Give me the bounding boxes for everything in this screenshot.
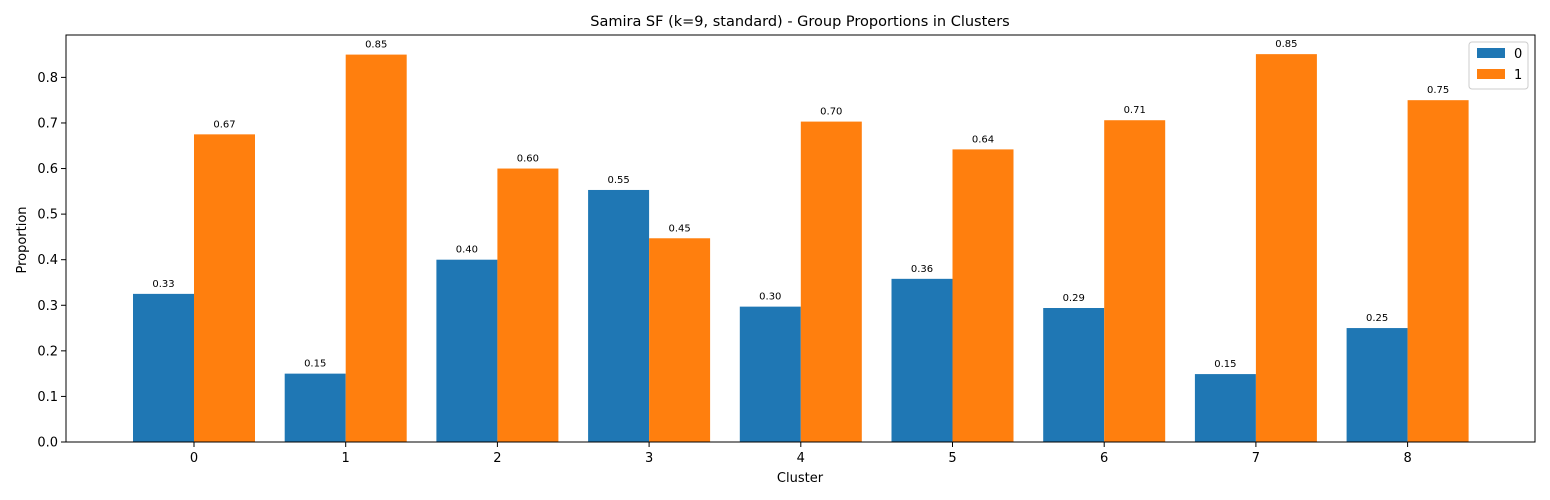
y-tick-label: 0.1 [37, 390, 58, 405]
bar-series-0-cluster-4 [739, 306, 801, 442]
data-label: 0.64 [972, 134, 994, 145]
x-tick-label: 6 [1100, 451, 1108, 466]
bar-series-1-cluster-4 [800, 121, 862, 443]
bar-series-1-cluster-2 [497, 168, 559, 443]
y-tick-label: 0.5 [37, 208, 58, 223]
x-tick-label: 1 [342, 451, 350, 466]
x-tick-label: 2 [493, 451, 501, 466]
x-axis: 0 1 2 3 4 5 6 7 8 [190, 442, 1412, 466]
x-tick-label: 4 [797, 451, 805, 466]
data-label: 0.55 [607, 175, 629, 186]
x-axis-label: Cluster [777, 471, 824, 486]
bar-series-0-cluster-0 [133, 293, 194, 442]
bar-series-1-cluster-7 [1255, 54, 1317, 443]
legend-label-series-1: 1 [1514, 68, 1522, 83]
data-label: 0.25 [1366, 313, 1388, 324]
bar-series-0-cluster-7 [1194, 374, 1256, 442]
x-tick-label: 8 [1403, 451, 1411, 466]
bar-series-0-cluster-3 [588, 189, 650, 442]
legend-swatch-series-0 [1477, 48, 1505, 58]
data-label: 0.60 [517, 154, 539, 165]
data-label: 0.33 [152, 279, 174, 290]
legend-swatch-series-1 [1477, 69, 1505, 79]
bar-series-0-cluster-2 [436, 259, 498, 442]
bar-series-1-cluster-8 [1407, 100, 1469, 443]
legend: 0 1 [1468, 41, 1529, 90]
y-axis: 0.0 0.1 0.2 0.3 0.4 0.5 0.6 0.7 0.8 [37, 71, 66, 451]
legend-label-series-0: 0 [1514, 47, 1522, 62]
bar-series-0-cluster-5 [891, 278, 953, 442]
bar-series-1-cluster-0 [194, 134, 255, 442]
data-label: 0.29 [1063, 293, 1085, 304]
x-tick-label: 3 [645, 451, 653, 466]
data-label: 0.67 [213, 119, 235, 130]
bar-series-1-cluster-3 [649, 238, 711, 442]
x-tick-label: 5 [948, 451, 956, 466]
bar-series-1-cluster-1 [345, 54, 407, 442]
chart-title: Samira SF (k=9, standard) - Group Propor… [590, 14, 1010, 30]
data-label: 0.45 [668, 223, 690, 234]
y-tick-label: 0.2 [37, 344, 58, 359]
data-label: 0.70 [820, 107, 842, 118]
y-tick-label: 0.6 [37, 162, 58, 177]
x-tick-label: 7 [1252, 451, 1260, 466]
x-tick-label: 0 [190, 451, 198, 466]
data-label: 0.85 [1275, 39, 1297, 50]
data-label: 0.85 [365, 40, 387, 51]
data-label: 0.40 [456, 245, 478, 256]
y-tick-label: 0.4 [37, 253, 58, 268]
bar-series-0-cluster-1 [284, 373, 346, 442]
bars-group [133, 54, 1469, 443]
y-tick-label: 0.8 [37, 71, 58, 86]
y-axis-label: Proportion [15, 206, 30, 273]
data-label: 0.36 [911, 264, 933, 275]
plot-frame [65, 34, 1536, 443]
data-label: 0.15 [1214, 359, 1236, 370]
data-label: 0.75 [1427, 85, 1449, 96]
y-tick-label: 0.0 [37, 436, 58, 451]
y-tick-label: 0.7 [37, 116, 58, 131]
data-label: 0.71 [1124, 105, 1146, 116]
data-labels-group: 0.33 0.15 0.40 0.55 0.30 0.36 0.29 0.15 0.25 0.67… [152, 39, 1449, 370]
bar-series-1-cluster-5 [952, 149, 1014, 443]
y-tick-label: 0.3 [37, 299, 58, 314]
bar-series-0-cluster-8 [1346, 328, 1408, 442]
bar-series-1-cluster-6 [1104, 120, 1166, 442]
data-label: 0.30 [759, 292, 781, 303]
bar-series-0-cluster-6 [1043, 308, 1105, 442]
data-label: 0.15 [304, 359, 326, 370]
